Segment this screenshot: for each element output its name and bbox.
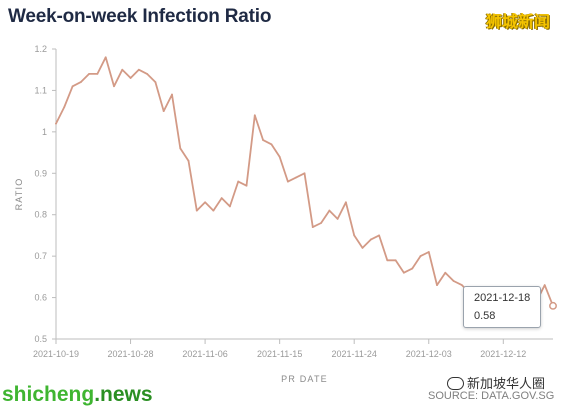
plot-area (55, 56, 557, 310)
data-point (179, 147, 182, 150)
data-point (303, 172, 306, 175)
tooltip-date: 2021-12-18 (474, 292, 531, 304)
data-point (328, 209, 331, 212)
data-point (171, 93, 173, 96)
data-point (369, 238, 372, 241)
data-point (460, 284, 463, 287)
data-point (278, 155, 281, 158)
watermark-bottom-right: 新加坡华人圈 (447, 373, 545, 392)
data-point (137, 68, 140, 71)
data-point (162, 110, 165, 113)
y-tick-label: 1.2 (34, 44, 47, 54)
y-tick-label: 0.7 (34, 251, 47, 261)
x-tick-label: 2021-11-06 (182, 349, 227, 359)
data-point (378, 234, 380, 237)
hover-tooltip: 2021-12-18 0.58 (463, 286, 541, 328)
data-point (104, 56, 107, 59)
tooltip-value: 0.58 (474, 310, 496, 322)
data-point (394, 259, 397, 262)
data-point (320, 222, 322, 224)
source-note: SOURCE: DATA.GOV.SG (428, 390, 555, 402)
y-tick-label: 0.8 (34, 210, 47, 220)
data-point (237, 180, 240, 183)
data-point (55, 122, 57, 125)
x-tick-label: 2021-12-03 (406, 349, 452, 359)
data-point (295, 176, 298, 179)
data-point (287, 180, 289, 183)
y-tick-label: 0.9 (34, 168, 47, 178)
data-point (262, 139, 264, 142)
data-point (129, 77, 132, 79)
data-point (361, 246, 364, 249)
y-tick-label: 1.1 (34, 85, 47, 95)
data-point (444, 271, 447, 274)
data-point (311, 226, 314, 229)
data-point (270, 143, 273, 146)
data-point (419, 255, 422, 258)
data-point (187, 159, 190, 162)
data-point (403, 271, 405, 274)
data-point (229, 205, 231, 208)
data-point (220, 197, 223, 200)
x-axis-title: PR DATE (281, 374, 328, 384)
data-point (345, 201, 347, 204)
data-point (427, 251, 430, 253)
data-point (96, 72, 99, 75)
hover-marker (549, 301, 557, 310)
watermark-bottom-right-text: 新加坡华人圈 (467, 376, 546, 391)
data-point (195, 209, 198, 212)
chat-bubble-icon (447, 377, 464, 390)
data-point (63, 106, 66, 108)
y-axis-title: RATIO (14, 178, 24, 211)
data-point (121, 68, 124, 71)
data-point (113, 85, 115, 88)
x-tick-label: 2021-11-24 (332, 349, 377, 359)
data-point (79, 81, 82, 84)
x-tick-label: 2021-11-15 (257, 349, 302, 359)
series-line (55, 56, 554, 307)
y-tick-label: 0.6 (34, 293, 47, 303)
data-point (253, 114, 256, 117)
data-point (88, 72, 91, 75)
x-tick-label: 2021-12-12 (480, 349, 526, 359)
data-point (336, 217, 339, 220)
x-tick-label: 2021-10-19 (33, 349, 79, 359)
data-point (386, 259, 389, 262)
data-point (204, 201, 207, 204)
watermark-tld: .news (94, 383, 153, 406)
data-point (212, 209, 215, 212)
watermark-name: shicheng (2, 383, 95, 406)
data-point (154, 81, 157, 84)
data-point (543, 284, 546, 287)
data-point (436, 284, 438, 287)
data-point (146, 72, 149, 75)
page-title: Week-on-week Infection Ratio (8, 6, 272, 27)
y-tick-label: 1 (42, 127, 47, 137)
watermark-top-right: 狮城新闻 (486, 14, 551, 31)
axes: 0.5 0.6 0.7 0.8 0.9 1 1.1 1.2 2021-10-19 2021-10-… (14, 44, 553, 384)
data-point (452, 280, 455, 282)
data-point (411, 267, 414, 270)
y-tick-label: 0.5 (34, 334, 47, 344)
x-tick-label: 2021-10-28 (108, 349, 154, 359)
data-point (353, 234, 356, 237)
watermark-bottom-left: shicheng.news (2, 383, 153, 407)
data-point (71, 85, 74, 88)
data-point (245, 184, 248, 187)
